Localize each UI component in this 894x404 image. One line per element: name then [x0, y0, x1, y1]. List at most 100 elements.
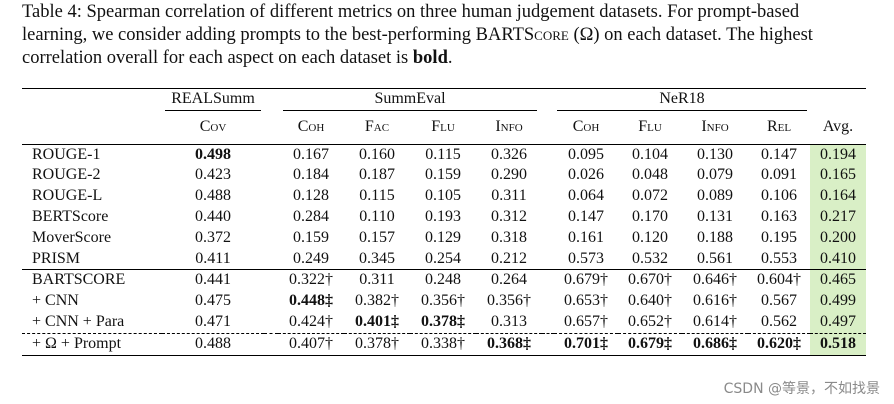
table-cell: 0.089 — [697, 187, 733, 205]
table-cell: 0.498 — [195, 145, 231, 163]
table-cell: 0.129 — [425, 228, 461, 246]
metric-name: ROUGE-2 — [32, 166, 101, 184]
avg-cell: 0.200 — [810, 227, 866, 249]
table-cell: 0.562 — [761, 312, 797, 330]
table-cell: 0.095 — [568, 145, 604, 163]
col-header-summeval-coh: Coh — [297, 117, 325, 135]
metric-name: + Ω + Prompt — [32, 334, 122, 352]
table-cell: 0.264 — [491, 271, 527, 289]
table-row: BARTSCORE 0.441 0.322† 0.311 0.248 0.264… — [22, 269, 866, 292]
table-cell: 0.423 — [195, 166, 231, 184]
table-cell: 0.471 — [195, 312, 231, 330]
table-cell: 0.679‡ — [628, 334, 672, 352]
table-cell: 0.356† — [487, 292, 531, 310]
table-cell: 0.640† — [628, 292, 672, 310]
table-cell: 0.161 — [568, 228, 604, 246]
caption-part1: Table 4: Spearman correlation of differe… — [22, 2, 800, 45]
table-cell: 0.212 — [491, 249, 527, 267]
table-cell: 0.318 — [491, 228, 527, 246]
table-cell: 0.079 — [697, 166, 733, 184]
table-cell: 0.160 — [359, 145, 395, 163]
table-cell: 0.378‡ — [421, 312, 465, 330]
table-cell: 0.411 — [195, 249, 231, 267]
table-cell: 0.167 — [293, 145, 329, 163]
table-cell: 0.115 — [425, 145, 461, 163]
col-header-summeval-flu: Flu — [431, 117, 455, 135]
results-table: REALSumm SummEval NeR18 Cov Coh Fac Flu … — [22, 88, 866, 356]
table-cell: 0.488 — [195, 334, 231, 352]
avg-cell: 0.164 — [810, 186, 866, 207]
table-cell: 0.338† — [421, 334, 465, 352]
metric-name: PRISM — [32, 249, 81, 267]
table-cell: 0.567 — [761, 292, 797, 310]
table-cell: 0.616† — [693, 292, 737, 310]
table-cell: 0.312 — [491, 207, 527, 225]
table-cell: 0.356† — [421, 292, 465, 310]
table-cell: 0.248 — [425, 271, 461, 289]
table-row: + CNN 0.475 0.448‡ 0.382† 0.356† 0.356† … — [22, 291, 866, 312]
table-cell: 0.424† — [289, 312, 333, 330]
table-cell: 0.311 — [359, 271, 395, 289]
table-cell: 0.401‡ — [355, 312, 399, 330]
table-cell: 0.620‡ — [757, 334, 801, 352]
table-cell: 0.193 — [425, 207, 461, 225]
table-cell: 0.187 — [359, 166, 395, 184]
table-cell: 0.670† — [628, 271, 672, 289]
avg-cell: 0.194 — [810, 144, 866, 166]
table-cell: 0.448‡ — [289, 292, 333, 310]
table-cell: 0.368‡ — [487, 334, 531, 352]
table-cell: 0.105 — [425, 187, 461, 205]
group-ner18: NeR18 — [557, 89, 807, 111]
metric-name: + CNN — [32, 292, 79, 310]
table-cell: 0.686‡ — [693, 334, 737, 352]
table-cell: 0.284 — [293, 207, 329, 225]
table-cell: 0.130 — [697, 145, 733, 163]
table-cell: 0.157 — [359, 228, 395, 246]
table-row: ROUGE-2 0.423 0.184 0.187 0.159 0.290 0.… — [22, 165, 866, 187]
table-cell: 0.120 — [632, 228, 668, 246]
table-cell: 0.104 — [632, 145, 668, 163]
table-cell: 0.573 — [568, 249, 604, 267]
table-cell: 0.163 — [761, 207, 797, 225]
table-cell: 0.561 — [697, 249, 733, 267]
caption-score-smallcaps: core — [534, 25, 569, 45]
table-cell: 0.614† — [693, 312, 737, 330]
table-cell: 0.249 — [293, 249, 329, 267]
caption-part3: . — [447, 48, 453, 68]
group-summeval: SummEval — [283, 89, 537, 111]
table-row: + Ω + Prompt 0.488 0.407† 0.378† 0.338† … — [22, 333, 866, 356]
table-cell: 0.184 — [293, 166, 329, 184]
col-header-summeval-fac: Fac — [364, 117, 390, 135]
table-cell: 0.488 — [195, 187, 231, 205]
table-cell: 0.345 — [359, 249, 395, 267]
table-cell: 0.110 — [359, 207, 395, 225]
table-cell: 0.475 — [195, 292, 231, 310]
avg-cell: 0.165 — [810, 165, 866, 187]
table-cell: 0.653† — [564, 292, 608, 310]
table-cell: 0.311 — [491, 187, 527, 205]
col-header-cov: Cov — [199, 117, 227, 135]
table-cell: 0.091 — [761, 166, 797, 184]
table-cell: 0.657† — [564, 312, 608, 330]
table-cell: 0.147 — [568, 207, 604, 225]
table-cell: 0.440 — [195, 207, 231, 225]
table-cell: 0.048 — [632, 166, 668, 184]
table-row: MoverScore 0.372 0.159 0.157 0.129 0.318… — [22, 227, 866, 249]
metric-name: + CNN + Para — [32, 312, 125, 330]
table-cell: 0.131 — [697, 207, 733, 225]
avg-cell: 0.410 — [810, 248, 866, 270]
table-cell: 0.159 — [293, 228, 329, 246]
table-cell: 0.382† — [355, 292, 399, 310]
caption-part2: (Ω) on each dataset. The highest correla… — [22, 25, 813, 68]
table-cell: 0.254 — [425, 249, 461, 267]
watermark: CSDN @等景，不如找景 — [723, 381, 880, 397]
table-cell: 0.441 — [195, 271, 231, 289]
table-cell: 0.652† — [628, 312, 672, 330]
metric-name: ROUGE-L — [32, 187, 103, 205]
table-cell: 0.378† — [355, 334, 399, 352]
col-header-ner18-rel: Rel — [766, 117, 792, 135]
table-cell: 0.679† — [564, 271, 608, 289]
avg-cell: 0.465 — [810, 269, 866, 292]
col-header-ner18-info: Info — [701, 117, 729, 135]
table-cell: 0.322† — [289, 271, 333, 289]
